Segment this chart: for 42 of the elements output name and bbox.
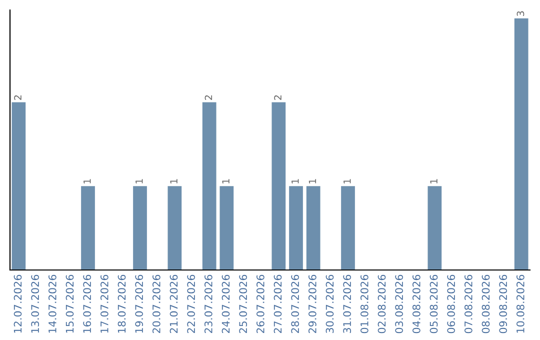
x-tick-label: 10.08.2026 [516,274,524,333]
data-label: 3 [516,11,524,16]
x-tick-label: 04.08.2026 [412,274,420,334]
data-label: 1 [222,179,230,184]
x-tick-label: 13.07.2026 [31,274,40,333]
data-label: 1 [170,179,178,184]
x-tick-label: 14.07.2026 [48,274,56,333]
data-label: 2 [14,95,22,100]
x-tick-label: 28.07.2026 [291,274,300,334]
x-tick-label: 16.07.2026 [83,274,92,333]
data-label: 1 [308,179,316,184]
x-tick-label: 19.07.2026 [135,274,144,333]
x-tick-label: 08.08.2026 [482,274,490,334]
x-tick-label: 07.08.2026 [464,274,472,334]
x-tick-label: 21.07.2026 [170,274,178,334]
x-tick-label: 17.07.2026 [100,274,108,333]
x-tick-label: 26.07.2026 [256,274,264,334]
x-tick-label: 29.07.2026 [308,274,316,334]
x-tick-label: 12.07.2026 [14,274,22,333]
x-tick-label: 20.07.2026 [152,274,160,334]
data-label: 2 [274,95,282,100]
x-tick-label: 15.07.2026 [66,274,74,333]
data-label: 1 [84,179,91,184]
x-tick-label: 01.08.2026 [360,274,368,334]
x-tick-label: 03.08.2026 [395,274,404,334]
data-label: 1 [430,179,438,184]
x-tick-label: 22.07.2026 [187,274,196,334]
x-tick-label: 24.07.2026 [222,274,230,334]
x-tick-label: 06.08.2026 [447,274,456,334]
data-label: 1 [136,179,143,184]
x-tick-label: 31.07.2026 [343,274,352,334]
x-tick-label: 02.08.2026 [378,274,386,334]
data-label: 2 [204,95,212,100]
x-tick-label: 23.07.2026 [204,274,212,334]
x-tick-label: 09.08.2026 [499,274,508,334]
x-tick-label: 18.07.2026 [118,274,126,333]
x-tick-label: 25.07.2026 [239,274,248,334]
x-tick-label: 27.07.2026 [274,274,282,334]
x-tick-label: 05.08.2026 [430,274,438,334]
x-tick-label: 30.07.2026 [326,274,334,334]
data-label: 1 [292,179,299,184]
data-label: 1 [344,179,351,184]
